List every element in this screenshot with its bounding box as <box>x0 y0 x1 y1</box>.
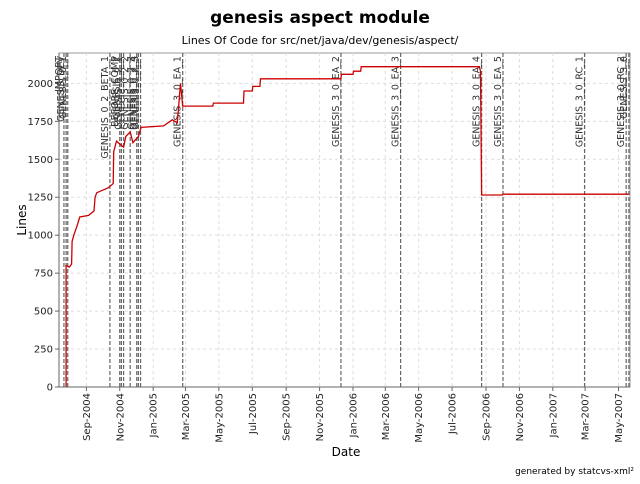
tag-label: GENESIS_0_1 <box>58 56 69 119</box>
tag-label: BEFORE_COMP <box>110 56 121 127</box>
x-tick-label: Nov-2005 <box>315 393 326 441</box>
x-tick-label: May-2006 <box>414 393 425 443</box>
tag-label: GENESIS_3_0_EA_5 <box>493 56 504 147</box>
tag-label: GENESIS_3_0_EA_3 <box>391 56 402 147</box>
x-tick-label: Sep-2006 <box>482 393 493 441</box>
x-axis-label: Date <box>332 445 361 459</box>
y-tick-label: 250 <box>34 345 53 356</box>
tag-label: GENESIS_0_2 <box>111 56 122 119</box>
y-axis-label: Lines <box>15 204 29 235</box>
x-tick-label: Jan-2005 <box>149 393 160 438</box>
tag-label: GENESIS_3_0_RC_2 <box>616 56 627 147</box>
tag-label: GENESIS_0_2_BETA_1 <box>100 56 111 159</box>
y-tick-label: 750 <box>34 269 53 280</box>
loc-series-line <box>65 66 629 387</box>
x-tick-label: Nov-2004 <box>115 393 126 441</box>
tag-markers: IMPORTGENESIS_DEVGENESIS_0_1GENESIS_0_2_… <box>54 53 630 387</box>
x-tick-label: Jul-2006 <box>448 393 459 435</box>
x-tick-label: Jan-2007 <box>548 393 559 438</box>
plot-area: 0 250 500 750 1000 1250 1500 1750 2000 Sep-2004 No… <box>28 52 631 443</box>
tag-label: GENESIS_3_0_EA_1 <box>173 56 184 147</box>
tag-label: GENESIS_0_2_1 <box>114 56 125 130</box>
tag-label: GENESIS_3_0_EA_2 <box>331 56 342 147</box>
y-tick-label: 1750 <box>28 117 53 128</box>
y-tick-label: 2000 <box>28 79 53 90</box>
footer-credit: generated by statcvs-xml² <box>515 467 634 477</box>
x-tick-label: May-2007 <box>614 393 625 443</box>
x-tick-label: Mar-2006 <box>381 393 392 440</box>
tag-label: GENESIS_3_0 <box>619 56 630 119</box>
y-tick-label: 1000 <box>28 231 53 242</box>
x-tick-label: Jan-2006 <box>348 393 359 438</box>
plot-frame <box>58 52 631 388</box>
x-tick-label: Jul-2005 <box>248 393 259 435</box>
chart-title: genesis aspect module <box>210 8 430 28</box>
y-tick-label: 1500 <box>28 155 53 166</box>
chart-subtitle: Lines Of Code for src/net/java/dev/genes… <box>182 34 459 47</box>
x-tick-label: Sep-2004 <box>82 393 93 441</box>
y-tick-label: 500 <box>34 307 53 318</box>
tag-label: GENESIS_DEV <box>56 56 67 122</box>
tag-label: GENESIS_3_0_RC_1 <box>575 56 586 147</box>
x-tick-label: Nov-2006 <box>515 393 526 441</box>
tag-label: GENESIS_0_2_3 <box>127 56 138 130</box>
x-tick-label: Mar-2005 <box>181 393 192 440</box>
y-tick-label: 1250 <box>28 193 53 204</box>
x-tick-label: Sep-2005 <box>282 393 293 441</box>
y-tick-label: 0 <box>47 383 53 394</box>
tag-label: GENESIS_0_2_5 <box>131 56 142 130</box>
tag-label: GENESIS_3_0_EA_4 <box>472 56 483 147</box>
x-tick-label: May-2005 <box>214 393 225 443</box>
tag-label: GENESIS_0_2_2 <box>120 56 131 130</box>
tag-label: GENESIS_0_2_4 <box>128 56 139 130</box>
x-tick-label: Mar-2007 <box>581 393 592 440</box>
